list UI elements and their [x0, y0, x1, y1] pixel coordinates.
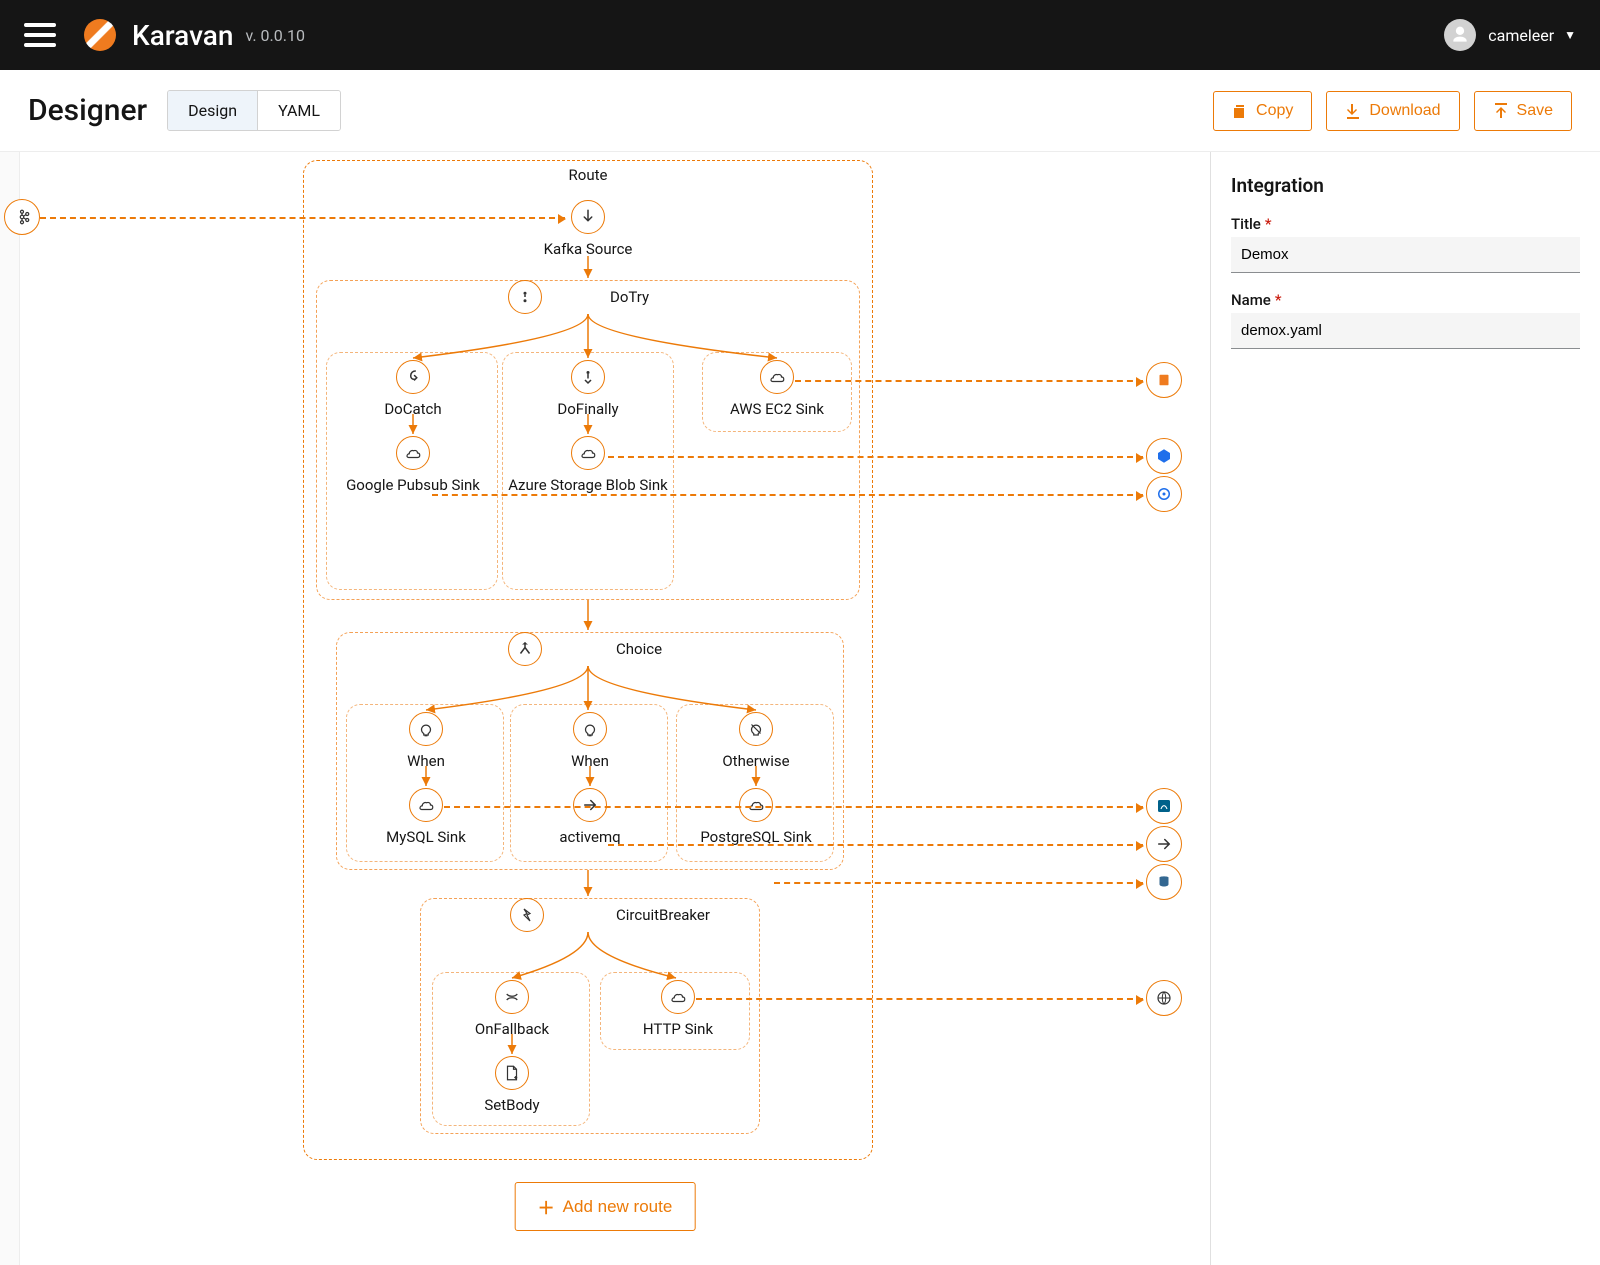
add-route-button[interactable]: ＋ Add new route [515, 1182, 696, 1231]
output-pubsub-icon[interactable] [1146, 476, 1182, 512]
avatar-icon[interactable] [1444, 19, 1476, 51]
page-title: Designer [28, 93, 147, 128]
node-http-sink[interactable]: HTTP Sink [598, 980, 758, 1038]
copy-button[interactable]: Copy [1213, 91, 1312, 131]
name-input[interactable] [1231, 313, 1580, 349]
dotry-label: DoTry [610, 288, 649, 306]
node-azure-blob-sink[interactable]: Azure Storage Blob Sink [508, 436, 668, 494]
conn-pubsub [432, 494, 1143, 496]
tab-yaml[interactable]: YAML [258, 91, 340, 130]
azure-blob-sink-label: Azure Storage Blob Sink [508, 476, 668, 494]
view-tabs: Design YAML [167, 90, 341, 131]
output-http-icon[interactable] [1146, 980, 1182, 1016]
node-postgresql-sink[interactable]: PostgreSQL Sink [676, 788, 836, 846]
download-button[interactable]: Download [1326, 91, 1459, 131]
when1-label: When [407, 752, 445, 770]
title-field-label: Title* [1231, 215, 1580, 233]
node-activemq[interactable]: activemq [510, 788, 670, 846]
node-google-pubsub-sink[interactable]: Google Pubsub Sink [333, 436, 493, 494]
google-pubsub-sink-label: Google Pubsub Sink [346, 476, 480, 494]
output-mysql-icon[interactable] [1146, 788, 1182, 824]
node-docatch[interactable]: DoCatch [333, 360, 493, 418]
route-label: Route [559, 160, 618, 190]
output-activemq-icon[interactable] [1146, 826, 1182, 862]
mysql-sink-label: MySQL Sink [386, 828, 466, 846]
user-name[interactable]: cameleer [1488, 26, 1554, 45]
node-choice[interactable] [508, 632, 542, 666]
output-aws-icon[interactable] [1146, 362, 1182, 398]
app-version: v. 0.0.10 [245, 26, 305, 45]
save-button-label: Save [1517, 102, 1553, 120]
http-sink-label: HTTP Sink [643, 1020, 713, 1038]
otherwise-label: Otherwise [722, 752, 789, 770]
copy-button-label: Copy [1256, 102, 1293, 120]
properties-heading: Integration [1231, 174, 1580, 197]
save-button[interactable]: Save [1474, 91, 1572, 131]
conn-mysql [444, 806, 1143, 808]
conn-azure [608, 456, 1143, 458]
plus-icon: ＋ [538, 1194, 555, 1219]
setbody-label: SetBody [484, 1096, 539, 1114]
output-azure-icon[interactable] [1146, 438, 1182, 474]
node-aws-ec2-sink[interactable]: AWS EC2 Sink [697, 360, 857, 418]
kafka-input-icon[interactable] [4, 199, 40, 235]
app-logo-icon [84, 19, 116, 51]
node-when1[interactable]: When [346, 712, 506, 770]
user-menu-caret-icon[interactable]: ▼ [1564, 28, 1576, 42]
app-title: Karavan [132, 19, 233, 52]
node-otherwise[interactable]: Otherwise [676, 712, 836, 770]
aws-ec2-sink-label: AWS EC2 Sink [730, 400, 824, 418]
hamburger-menu[interactable] [24, 23, 56, 47]
node-when2[interactable]: When [510, 712, 670, 770]
choice-label: Choice [616, 640, 662, 658]
node-kafka-source-label: Kafka Source [544, 240, 633, 258]
node-onfallback[interactable]: OnFallback [432, 980, 592, 1038]
tab-design[interactable]: Design [168, 91, 258, 130]
node-setbody[interactable]: SetBody [432, 1056, 592, 1114]
conn-aws [795, 380, 1143, 382]
dofinally-label: DoFinally [557, 400, 618, 418]
conn-postgres [774, 882, 1143, 884]
designer-canvas[interactable]: Route Kafka Source DoTry [0, 152, 1210, 1265]
onfallback-label: OnFallback [475, 1020, 549, 1038]
output-postgres-icon[interactable] [1146, 864, 1182, 900]
docatch-label: DoCatch [384, 400, 441, 418]
when2-label: When [571, 752, 609, 770]
node-circuitbreaker[interactable] [510, 898, 544, 932]
node-kafka-source[interactable]: Kafka Source [508, 200, 668, 258]
node-mysql-sink[interactable]: MySQL Sink [346, 788, 506, 846]
kafka-input-connector [40, 217, 565, 219]
node-dofinally[interactable]: DoFinally [508, 360, 668, 418]
name-field-label: Name* [1231, 291, 1580, 309]
circuitbreaker-label: CircuitBreaker [616, 906, 710, 924]
title-input[interactable] [1231, 237, 1580, 273]
node-dotry[interactable] [508, 280, 542, 314]
properties-panel: Integration Title* Name* [1210, 152, 1600, 1265]
add-route-label: Add new route [563, 1197, 673, 1217]
download-button-label: Download [1369, 102, 1440, 120]
conn-http [696, 998, 1143, 1000]
conn-activemq [608, 844, 1143, 846]
